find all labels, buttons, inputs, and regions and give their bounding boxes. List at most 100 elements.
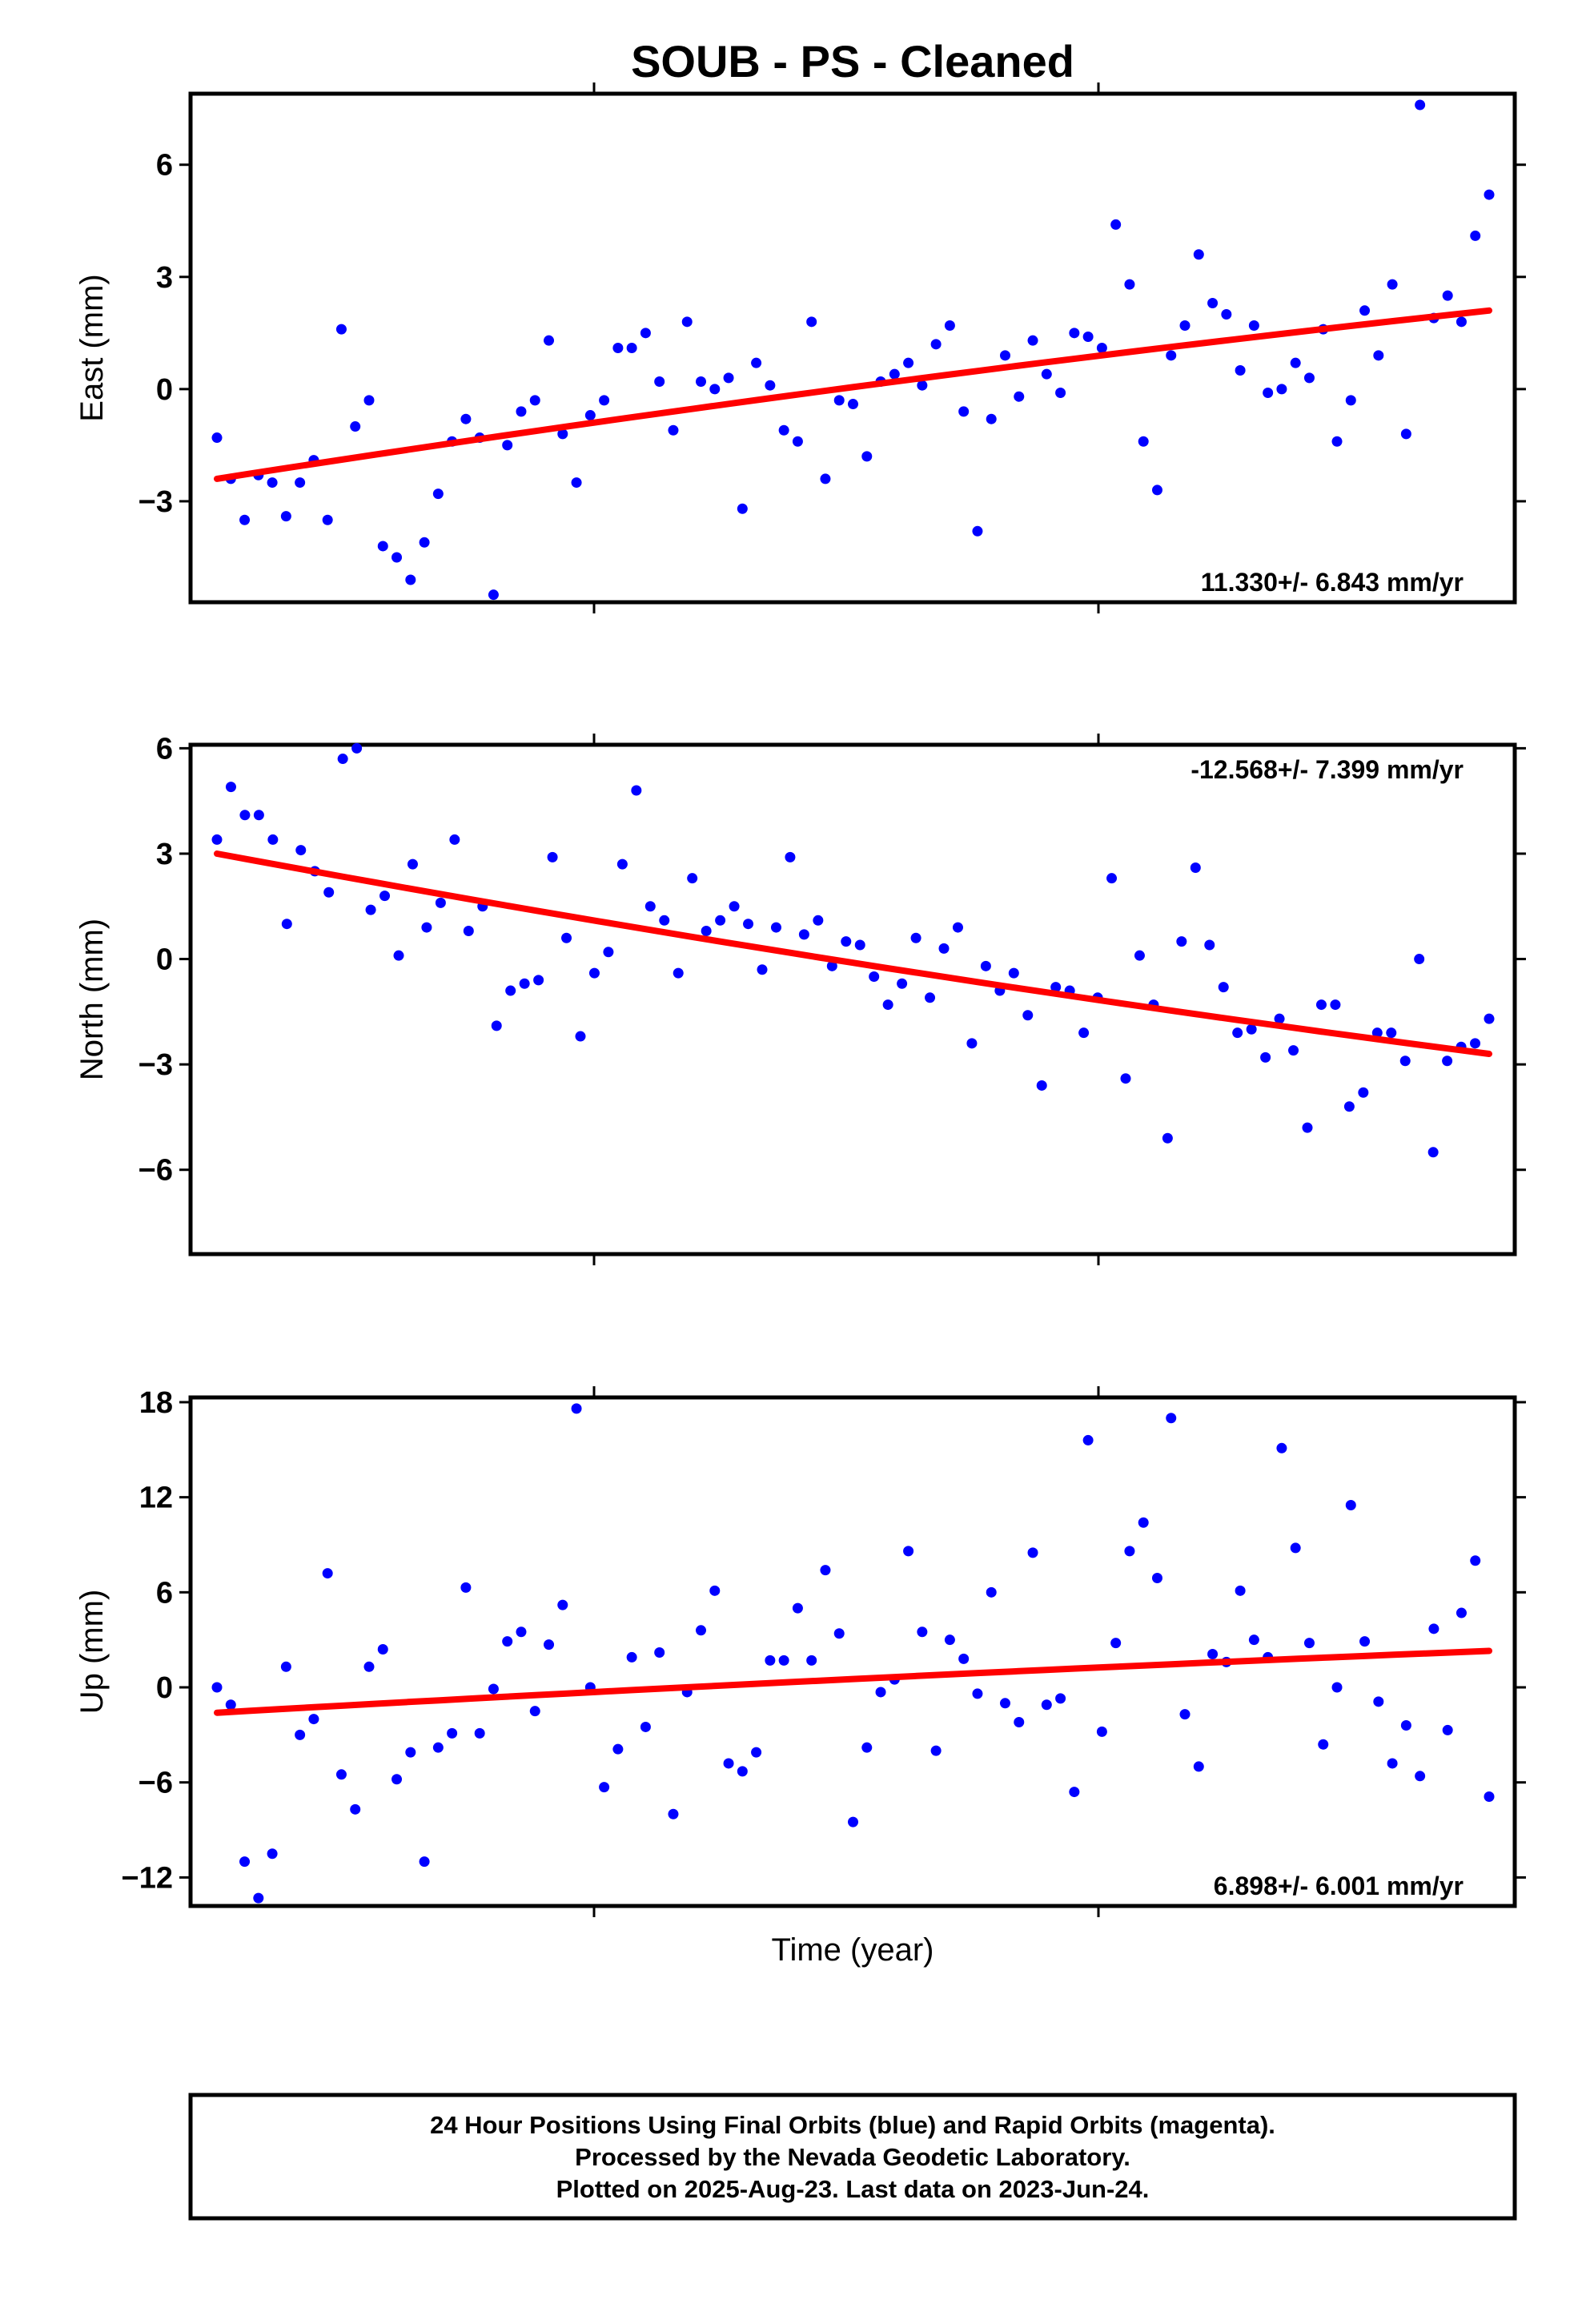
east-data-point: [806, 316, 817, 328]
up-data-point: [792, 1602, 803, 1614]
north-data-point: [798, 929, 809, 940]
up-data-point: [875, 1687, 886, 1698]
north-data-point: [588, 967, 600, 979]
east-data-point: [322, 514, 333, 525]
up-data-point: [1456, 1607, 1467, 1618]
north-data-point: [603, 947, 614, 958]
north-y-tick-label: 6: [156, 732, 173, 766]
east-data-point: [391, 552, 403, 563]
north-data-point: [715, 915, 726, 926]
east-data-point: [432, 489, 444, 500]
east-data-point: [1027, 335, 1038, 346]
north-data-point: [449, 834, 460, 845]
up-y-tick-label: 12: [139, 1482, 173, 1515]
up-data-point: [833, 1628, 845, 1639]
east-data-point: [350, 421, 361, 432]
up-plot-frame: [188, 1395, 1517, 1908]
east-data-point: [751, 357, 762, 368]
north-data-point: [1386, 1027, 1397, 1039]
east-data-point: [1124, 279, 1135, 290]
up-data-point: [377, 1644, 388, 1655]
up-data-point: [363, 1661, 375, 1672]
north-data-point: [631, 785, 642, 796]
east-rate-label: 11.330+/- 6.843 mm/yr: [1201, 568, 1464, 597]
east-data-point: [377, 541, 388, 552]
north-data-point: [393, 950, 404, 961]
north-data-point: [1120, 1073, 1131, 1084]
north-data-point: [1414, 954, 1425, 965]
up-data-point: [225, 1699, 236, 1711]
up-data-point: [488, 1683, 499, 1695]
up-data-point: [861, 1742, 873, 1753]
up-data-point: [1484, 1791, 1495, 1803]
north-data-point: [1162, 1132, 1173, 1144]
up-data-point: [1248, 1634, 1259, 1646]
up-data-point: [944, 1634, 955, 1646]
east-data-point: [833, 395, 845, 406]
north-data-point: [1106, 873, 1118, 884]
north-data-point: [295, 845, 307, 856]
north-data-point: [897, 978, 908, 989]
east-data-point: [1235, 365, 1246, 376]
north-data-point: [281, 919, 292, 930]
up-data-point: [903, 1546, 914, 1557]
up-data-point: [640, 1721, 651, 1732]
north-data-point: [673, 967, 684, 979]
up-y-tick-label: 6: [156, 1576, 173, 1610]
north-data-point: [379, 891, 391, 902]
up-data-point: [696, 1625, 707, 1636]
east-data-point: [986, 413, 997, 424]
east-data-point: [502, 440, 513, 451]
east-data-point: [1207, 297, 1219, 308]
east-data-point: [1263, 388, 1274, 399]
north-data-point: [659, 915, 670, 926]
north-data-point: [547, 851, 558, 862]
up-data-point: [668, 1808, 679, 1819]
east-data-point: [999, 350, 1010, 361]
east-data-point: [488, 589, 499, 601]
north-data-point: [1442, 1055, 1453, 1067]
north-data-point: [1050, 982, 1062, 993]
up-data-point: [1276, 1442, 1287, 1454]
north-data-point: [463, 925, 474, 936]
up-data-point: [335, 1769, 347, 1780]
east-data-point: [1442, 290, 1453, 301]
east-data-point: [557, 428, 568, 440]
north-data-point: [1176, 936, 1187, 947]
footer-line-2: Processed by the Nevada Geodetic Laborat…: [575, 2143, 1130, 2171]
x-axis-label: Time (year): [772, 1932, 934, 1968]
north-data-point: [925, 992, 936, 1003]
east-data-point: [405, 574, 416, 585]
up-data-point: [820, 1565, 831, 1576]
east-data-point: [930, 339, 942, 350]
east-data-point: [1221, 308, 1232, 320]
north-data-point: [239, 810, 251, 821]
east-data-point: [584, 410, 596, 421]
east-data-point: [1014, 391, 1025, 402]
east-data-point: [1345, 395, 1356, 406]
up-y-axis-label: Up (mm): [74, 1590, 110, 1715]
east-data-point: [612, 343, 624, 353]
up-data-point: [1331, 1682, 1343, 1693]
up-data-point: [1345, 1500, 1356, 1511]
east-data-point: [861, 451, 873, 462]
east-data-point: [571, 477, 582, 489]
east-data-point: [1290, 357, 1301, 368]
up-data-point: [460, 1582, 472, 1593]
north-data-point: [1218, 982, 1229, 993]
north-data-point: [1232, 1027, 1243, 1039]
up-data-point: [1110, 1638, 1122, 1649]
up-trend-line: [214, 1647, 1492, 1716]
east-data-point: [944, 320, 955, 331]
east-trend-line: [214, 307, 1492, 482]
east-data-point: [626, 343, 637, 353]
east-data-point: [1415, 99, 1426, 111]
up-data-point: [544, 1639, 555, 1651]
east-data-point: [1359, 305, 1371, 316]
north-data-point: [1371, 1027, 1383, 1039]
east-data-point: [778, 424, 789, 436]
north-data-point: [1358, 1087, 1369, 1098]
up-data-point: [419, 1856, 430, 1868]
up-data-point: [848, 1816, 858, 1827]
up-data-point: [930, 1745, 942, 1756]
